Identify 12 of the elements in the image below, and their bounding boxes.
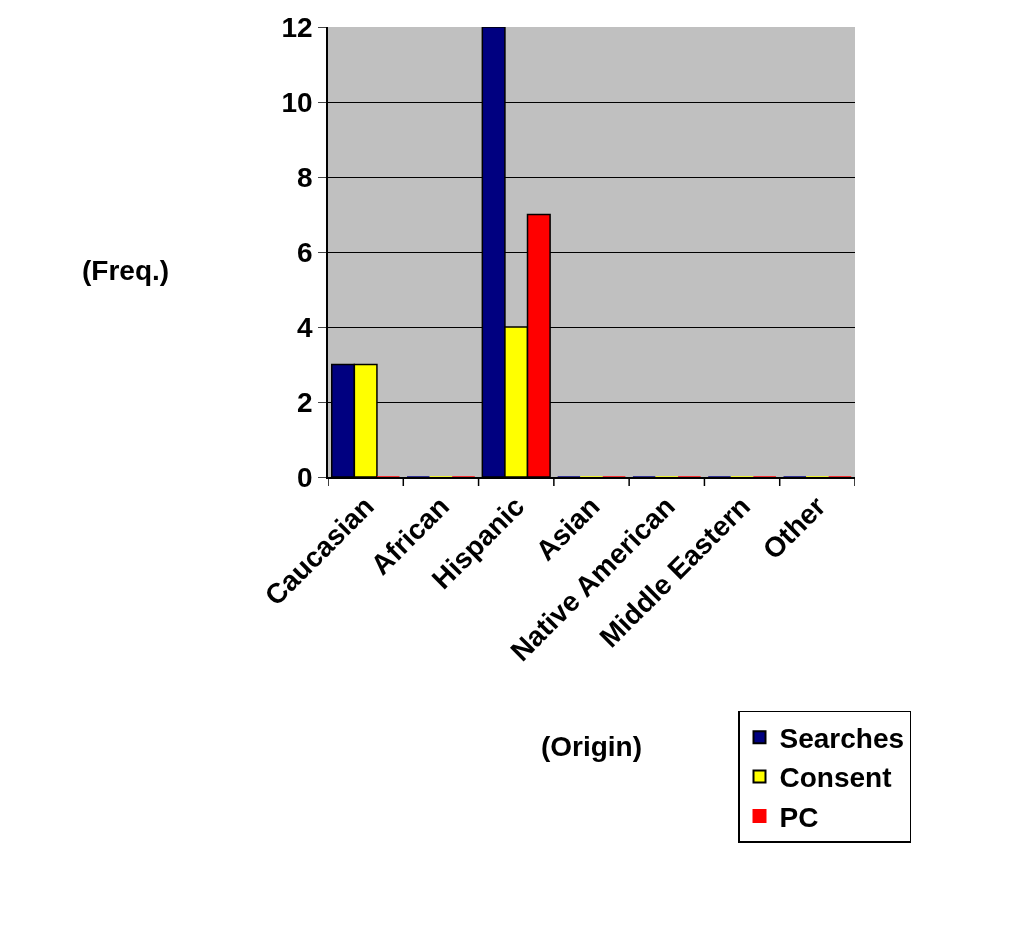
y-tick-label: 10: [281, 86, 313, 118]
y-tick-label: 6: [297, 236, 313, 268]
x-axis-title: (Origin): [540, 730, 643, 762]
y-tick-label: 0: [297, 461, 313, 493]
y-tick-label: 12: [281, 11, 313, 43]
y-tick-label: 4: [297, 311, 314, 343]
legend-label: Consent: [779, 762, 892, 794]
y-tick-label: 8: [297, 161, 313, 193]
y-tick-label: 2: [297, 386, 313, 418]
legend-label: Searches: [779, 723, 905, 755]
y-axis-title: (Freq.): [82, 255, 170, 286]
legend-label: PC: [779, 801, 819, 833]
